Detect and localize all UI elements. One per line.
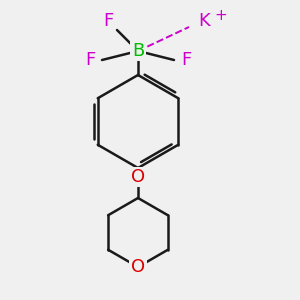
Text: K: K [198, 12, 210, 30]
Text: F: F [103, 12, 113, 30]
Text: F: F [181, 51, 191, 69]
Text: B: B [132, 42, 144, 60]
Text: O: O [131, 258, 145, 276]
Text: +: + [214, 8, 227, 22]
Text: O: O [131, 168, 145, 186]
Text: F: F [85, 51, 95, 69]
